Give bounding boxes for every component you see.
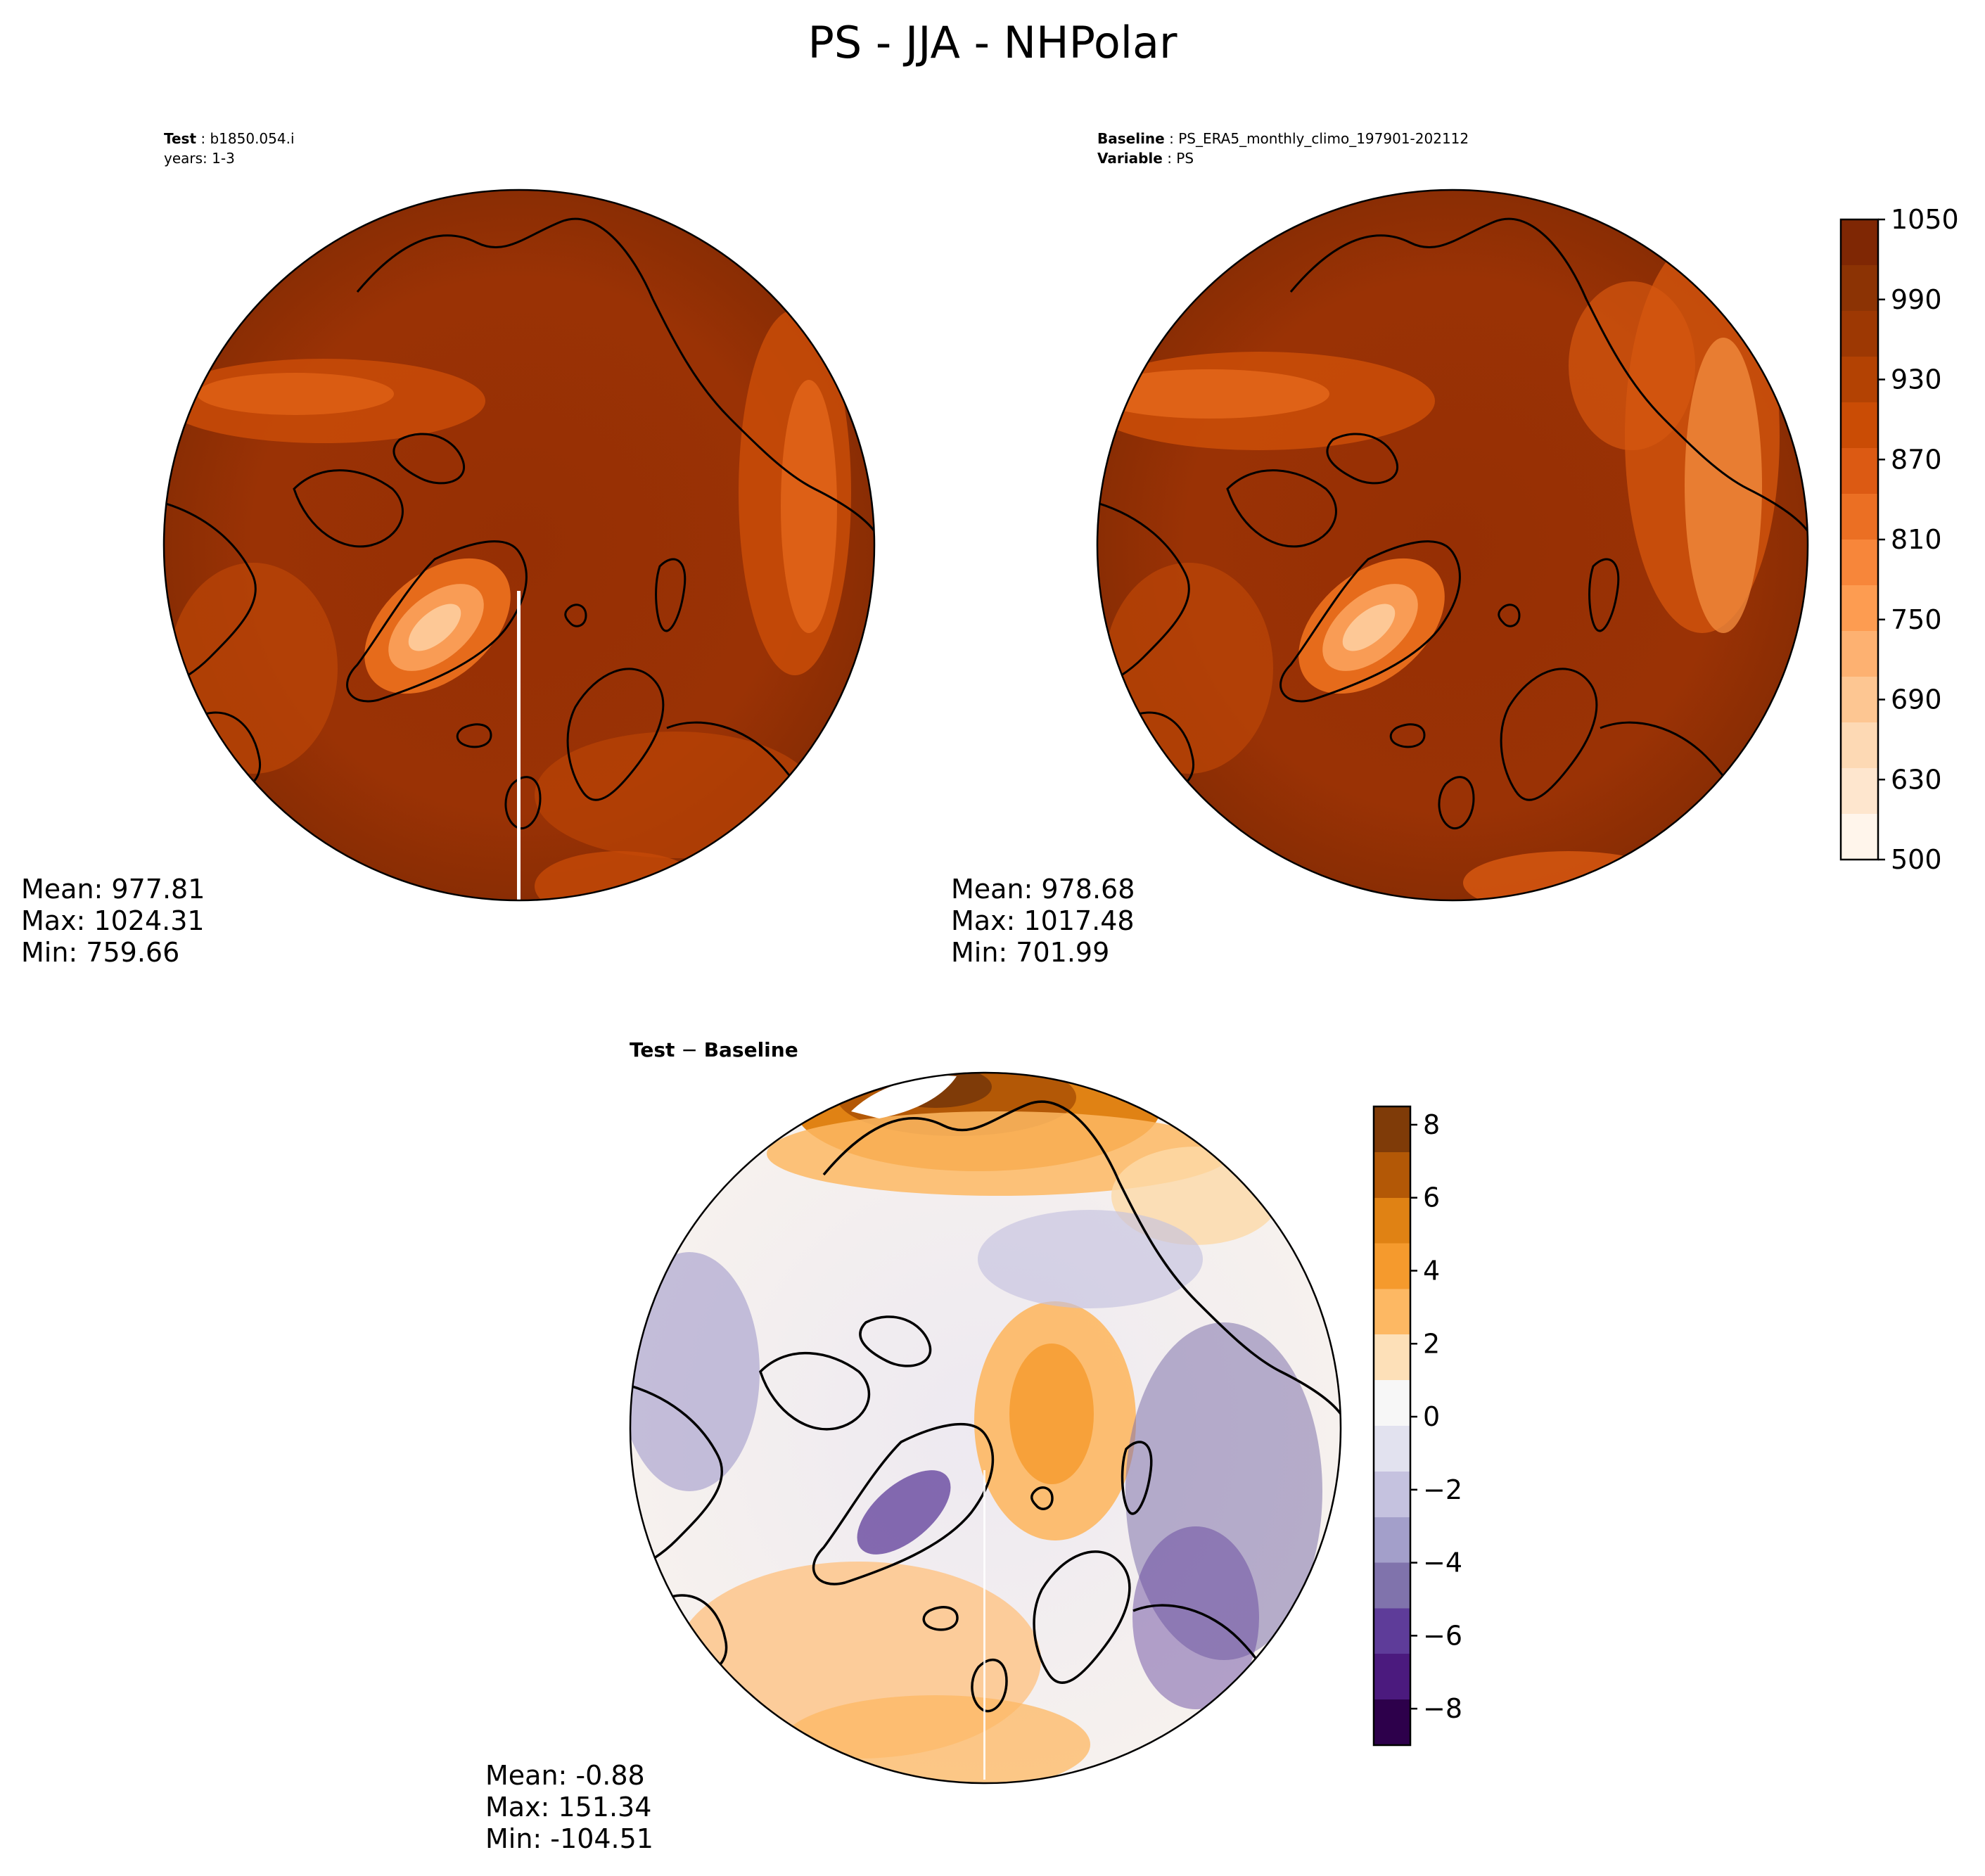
test-header-colon: : — [196, 130, 210, 147]
baseline-stat-max: Max: 1017.48 — [951, 905, 1135, 936]
main-colorbar: 500 630 690 750 810 870 930 990 1050 — [1839, 204, 1959, 875]
test-stat-max: Max: 1024.31 — [21, 905, 205, 936]
diff-neg-east — [1125, 1322, 1322, 1660]
diff-stat-mean: Mean: -0.88 — [485, 1760, 645, 1791]
baseline-header-colon2: : — [1163, 150, 1176, 167]
test-stat-min: Min: 759.66 — [21, 937, 179, 968]
main-colorbar-bar — [1839, 218, 1879, 861]
diff-header-sep: − — [675, 1038, 703, 1061]
test-header-label: Test — [164, 130, 196, 147]
diff-colorbar-tick-label: 4 — [1423, 1255, 1440, 1286]
test-seam — [517, 591, 521, 900]
diff-neg-west — [630, 1252, 760, 1491]
test-map — [164, 190, 874, 900]
baseline-header-label2: Variable — [1097, 150, 1163, 167]
diff-colorbar-tick-label: −6 — [1423, 1620, 1462, 1651]
diff-colorbar-ticks: −8 −6 −4 −2 0 2 4 6 8 — [1410, 1109, 1462, 1724]
test-stat-mean: Mean: 977.81 — [21, 874, 205, 905]
baseline-greenland-low-3 — [1342, 604, 1396, 651]
panel-diff: Test − Baseline Mean: -0.88 — [485, 1038, 1462, 1854]
baseline-stat-min: Min: 701.99 — [951, 937, 1109, 968]
test-band-east-2 — [781, 380, 837, 633]
diff-colorbar-tick-label: 6 — [1423, 1182, 1440, 1213]
diff-neg-greenland — [857, 1470, 951, 1555]
diff-neg-north — [978, 1210, 1203, 1308]
main-colorbar-tick-label: 990 — [1891, 284, 1942, 315]
baseline-band-siberia-2 — [1097, 369, 1329, 419]
baseline-map-border — [1096, 189, 1809, 902]
main-colorbar-tick-label: 930 — [1891, 364, 1942, 395]
diff-header-label-b: Baseline — [704, 1038, 798, 1061]
panel-baseline: Baseline : PS_ERA5_monthly_climo_197901-… — [951, 130, 1959, 968]
main-colorbar-ticks: 500 630 690 750 810 870 930 990 1050 — [1878, 204, 1959, 875]
diff-colorbar-tick-label: 8 — [1423, 1109, 1440, 1140]
diff-colorbar-tick-label: −2 — [1423, 1474, 1462, 1505]
baseline-header-label: Baseline — [1097, 130, 1165, 147]
baseline-header-line1: Baseline : PS_ERA5_monthly_climo_197901-… — [1097, 130, 1469, 147]
diff-header-label-a: Test — [630, 1038, 675, 1061]
diff-map — [630, 1073, 1341, 1783]
test-header-value: b1850.054.i — [210, 130, 294, 147]
main-colorbar-tick-label: 810 — [1891, 524, 1942, 555]
baseline-map — [1097, 190, 1808, 900]
main-colorbar-tick-label: 870 — [1891, 444, 1942, 475]
main-colorbar-tick-label: 630 — [1891, 764, 1942, 795]
diff-map-border — [629, 1071, 1342, 1785]
baseline-band-east — [1569, 281, 1695, 450]
test-greenland-low-3 — [408, 604, 461, 651]
baseline-band-south — [1463, 851, 1674, 900]
main-colorbar-tick-label: 690 — [1891, 684, 1942, 715]
diff-seam — [983, 1470, 985, 1780]
baseline-band-na — [1104, 563, 1273, 774]
test-header-line1: Test : b1850.054.i — [164, 130, 295, 147]
test-header-line2: years: 1-3 — [164, 150, 235, 167]
baseline-header-value2: PS — [1176, 150, 1194, 167]
diff-colorbar-tick-label: 2 — [1423, 1328, 1440, 1359]
diff-stat-min: Min: -104.51 — [485, 1823, 653, 1854]
test-band-eu — [535, 732, 816, 858]
test-map-border — [162, 189, 876, 902]
diff-colorbar-tick-label: −4 — [1423, 1548, 1462, 1578]
baseline-band-tibet-2 — [1685, 338, 1762, 633]
diff-missing-patch — [851, 1076, 957, 1118]
diff-stat-max: Max: 151.34 — [485, 1792, 651, 1823]
baseline-stat-mean: Mean: 978.68 — [951, 874, 1135, 905]
main-colorbar-tick-label: 750 — [1891, 604, 1942, 635]
diff-header: Test − Baseline — [630, 1038, 798, 1061]
diff-colorbar-tick-label: −8 — [1423, 1693, 1462, 1724]
main-colorbar-tick-label: 1050 — [1891, 204, 1959, 235]
main-colorbar-tick-label: 500 — [1891, 844, 1942, 875]
figure-title: PS - JJA - NHPolar — [808, 17, 1177, 68]
test-band-siberia-2 — [197, 373, 394, 415]
diff-colorbar-tick-label: 0 — [1423, 1401, 1440, 1432]
test-band-na — [169, 563, 338, 774]
diff-pos-center-2 — [1009, 1344, 1094, 1484]
diff-neg-east-2 — [1132, 1526, 1259, 1709]
diff-colorbar: −8 −6 −4 −2 0 2 4 6 8 — [1372, 1105, 1462, 1747]
baseline-header-line2: Variable : PS — [1097, 150, 1194, 167]
baseline-header-value: PS_ERA5_monthly_climo_197901-202112 — [1178, 130, 1469, 147]
panel-test: Test : b1850.054.i years: 1-3 Mean: 977.… — [21, 130, 876, 968]
baseline-header-colon: : — [1165, 130, 1178, 147]
diff-colorbar-bar — [1372, 1105, 1412, 1747]
